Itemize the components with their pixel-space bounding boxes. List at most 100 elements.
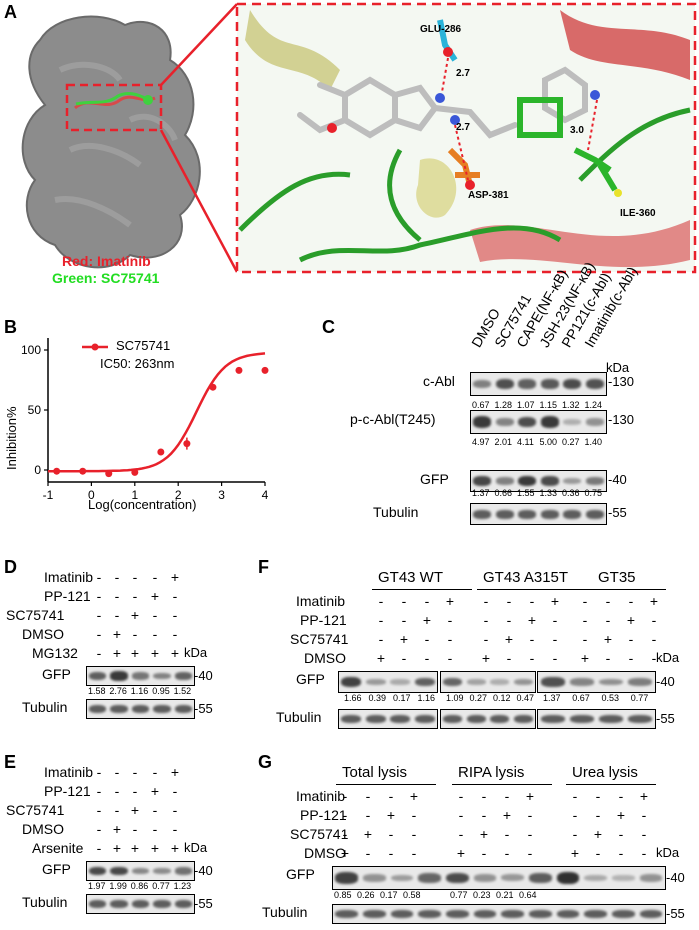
chart-y-tick-label: 50 — [28, 403, 42, 417]
blot-band — [639, 874, 663, 882]
panel_d-cond-label: MG132 — [32, 645, 78, 661]
panel_f-mark: + — [626, 612, 636, 628]
panel_f-mark: - — [401, 650, 407, 666]
panel_d-quant-value: 0.95 — [152, 686, 170, 696]
panel_e-quant-value: 0.77 — [152, 881, 170, 891]
blot-band — [639, 909, 663, 919]
panel_f-mark: + — [504, 631, 514, 647]
panel_f-mark: - — [447, 631, 453, 647]
panel_f-mark: - — [628, 650, 634, 666]
panel_d-quant-value: 1.58 — [88, 686, 106, 696]
blot-band — [153, 704, 171, 714]
c-quant-value: 1.40 — [584, 437, 603, 447]
panel_f-mark: - — [506, 650, 512, 666]
panel_e-mark: - — [152, 802, 158, 818]
panel_g-quant-value: 0.85 — [334, 890, 352, 900]
panel_f-cond-label: PP-121 — [300, 612, 347, 628]
panel_e-mark: - — [132, 764, 138, 780]
panel_f-mark: - — [628, 631, 634, 647]
blot-band — [540, 509, 559, 519]
panel_g-mark: - — [365, 788, 371, 804]
panel_g-mark: + — [479, 826, 489, 842]
blot-band — [599, 714, 624, 724]
panel_f-mark: - — [552, 612, 558, 628]
panel_e-mark: + — [170, 764, 180, 780]
panel_e-mark: + — [170, 840, 180, 856]
panel_e-cond-label: Arsenite — [32, 840, 84, 856]
c-quant-value: 4.11 — [517, 437, 534, 447]
blot-band — [556, 909, 580, 919]
c-row-label: p-c-Abl(T245) — [350, 411, 436, 427]
panel_f-mark: - — [529, 650, 535, 666]
blot-band — [585, 509, 604, 519]
blot-band — [443, 677, 463, 687]
blot-band — [335, 872, 359, 884]
blot-band — [88, 671, 107, 681]
panel_d-mark: - — [114, 607, 120, 623]
blot-band — [110, 671, 128, 681]
panel_d-quant-value: 1.16 — [130, 686, 149, 696]
distance-2: 2.7 — [456, 122, 470, 133]
panel_f-mark: - — [651, 631, 657, 647]
panel_g-group-label: Urea lysis — [572, 764, 638, 781]
panel_g-mark: - — [595, 807, 601, 823]
chart-point — [157, 448, 165, 456]
panel_f-group-underline — [372, 589, 472, 590]
blot-band — [365, 678, 386, 686]
panel_g-mark: + — [363, 826, 373, 842]
panel_e-mark: - — [114, 783, 120, 799]
panel_e-tubulin-marker: -55 — [194, 896, 213, 911]
panel_d-kda: kDa — [184, 645, 208, 660]
panel_g-quant-value: 0.23 — [473, 890, 491, 900]
panel_g-mark: - — [365, 807, 371, 823]
panel_d-mark: + — [112, 626, 122, 642]
chart-point — [209, 383, 217, 391]
panel_g-mark: - — [388, 826, 394, 842]
chart-y-tick-label: 100 — [21, 343, 41, 357]
panel_e-mark: - — [172, 821, 178, 837]
c-quant-value: 5.00 — [539, 437, 558, 447]
blot-band — [88, 704, 107, 714]
panel-a-structure — [21, 2, 697, 274]
blot-band — [131, 704, 150, 714]
panel_e-mark: + — [112, 840, 122, 856]
panel_f-quant-value: 1.16 — [417, 693, 436, 703]
panel_f-mark: - — [582, 612, 588, 628]
panel_f-group-underline — [576, 589, 666, 590]
blot-band — [563, 509, 582, 519]
panel-label-c: C — [322, 317, 335, 337]
blot-band — [335, 909, 359, 919]
blot-band — [612, 909, 635, 919]
blot-band — [414, 714, 435, 724]
chart-ylabel: Inhibition% — [4, 406, 19, 470]
panel_g-gfp-marker: -40 — [666, 870, 685, 885]
c-quant-value: 1.33 — [539, 488, 558, 498]
panel_g-mark: + — [502, 807, 512, 823]
chart-x-tick-label: 3 — [218, 488, 225, 502]
blot-band — [584, 874, 608, 882]
chart-x-tick-label: 2 — [175, 488, 182, 502]
blot-band — [540, 714, 565, 724]
blot-band — [495, 477, 514, 485]
blot-band — [174, 704, 193, 714]
panel_g-mark: - — [618, 826, 624, 842]
panel_f-quant-value: 1.37 — [543, 693, 561, 703]
panel_d-mark: - — [132, 588, 138, 604]
panel_f-mark: - — [628, 593, 634, 609]
panel_d-tubulin-blot — [86, 699, 195, 719]
panel_d-mark: + — [130, 645, 140, 661]
panel_g-mark: - — [527, 845, 533, 861]
blot-band — [495, 378, 514, 390]
blot-band — [88, 899, 107, 909]
panel_f-quant-value: 0.17 — [393, 693, 411, 703]
blot-band — [518, 416, 537, 428]
blot-band — [612, 875, 635, 881]
panel_f-mark: - — [424, 650, 430, 666]
chart-fit-curve — [48, 352, 266, 473]
panel_e-mark: - — [132, 821, 138, 837]
panel_e-gfp-blot — [86, 861, 195, 881]
c-kda-label: kDa — [606, 360, 630, 375]
panel_e-mark: + — [130, 840, 140, 856]
panel_g-mark: - — [504, 845, 510, 861]
distance-3: 3.0 — [570, 125, 584, 136]
